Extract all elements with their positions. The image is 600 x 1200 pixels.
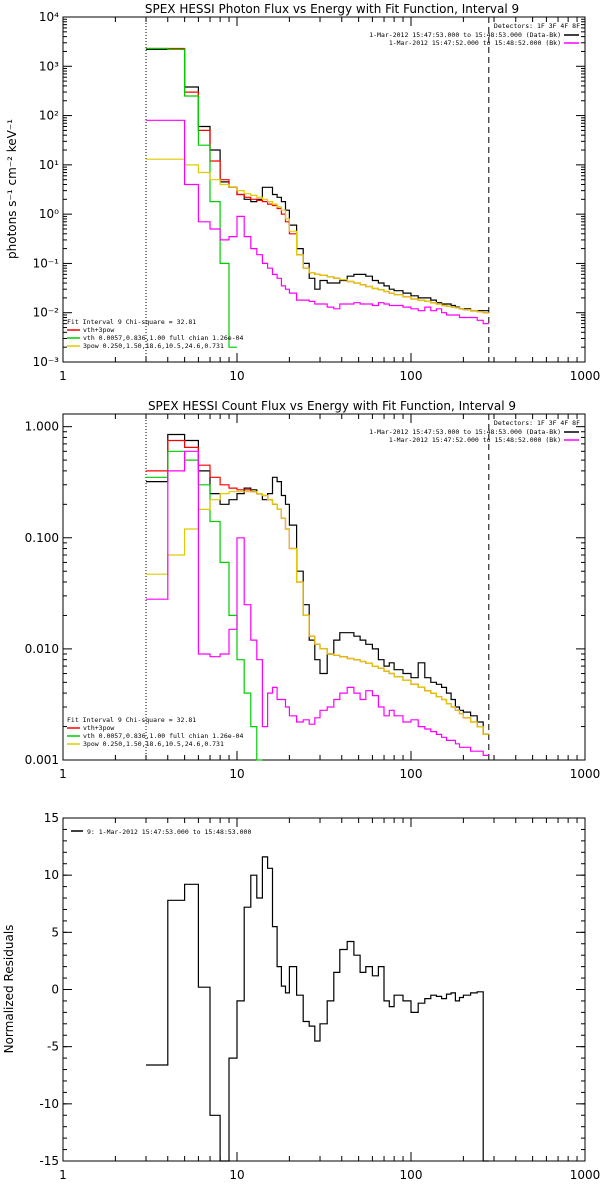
y-tick-label: 10¹ [39,158,59,172]
fit-legend-label: vth+3pow [83,724,114,732]
x-tick-label: 1 [59,767,67,781]
photon-fit-legend: Fit Interval 9 Chi-square = 32.81vth+3po… [67,318,244,350]
series-3pow [146,491,489,735]
y-tick-label: 10⁴ [39,10,59,24]
x-tick-label: 1000 [570,1168,600,1182]
y-tick-label: 10² [39,109,59,123]
fit-legend-label: vth 0.0057,0.836,1.00 full chian 1.26e-0… [83,732,244,740]
photon-vlines [145,17,490,362]
series-bk [146,119,489,325]
residuals-y-label: Normalized Residuals [2,925,16,1054]
legend-label: 1-Mar-2012 15:47:53.000 to 15:48:53.000 … [369,31,561,39]
photon-flux-panel: SPEX HESSI Photon Flux vs Energy with Fi… [5,2,600,383]
y-tick-label: -10 [39,1097,59,1111]
y-tick-label: 0.010 [25,642,59,656]
residuals-plot-frame [62,817,586,1162]
photon-panel-title: SPEX HESSI Photon Flux vs Energy with Fi… [145,2,519,16]
y-tick-label: 0.001 [25,753,59,767]
x-tick-label: 10 [229,767,244,781]
x-tick-label: 100 [400,767,423,781]
fit-legend-label: vth+3pow [83,326,114,334]
y-tick-label: 10⁻³ [33,355,60,369]
count-flux-panel: SPEX HESSI Count Flux vs Energy with Fit… [25,399,600,781]
legend-header: Detectors: 1F 3F 4F 8F [494,419,580,427]
count-series [146,433,489,761]
legend-header: Detectors: 1F 3F 4F 8F [494,22,580,30]
legend-label: 9: 1-Mar-2012 15:47:53.000 to 15:48:53.0… [87,828,251,836]
count-legend: Detectors: 1F 3F 4F 8F1-Mar-2012 15:47:5… [369,419,580,444]
legend-label: 1-Mar-2012 15:47:52.000 to 15:48:52.000 … [389,39,561,47]
y-tick-label: 10⁻² [33,306,60,320]
x-tick-label: 10 [229,1168,244,1182]
legend-label: 1-Mar-2012 15:47:53.000 to 15:48:53.000 … [369,428,561,436]
series-3pow [146,158,489,314]
x-tick-label: 100 [400,1168,423,1182]
photon-y-label: photons s⁻¹ cm⁻² keV⁻¹ [5,119,19,259]
x-tick-label: 1 [59,1168,67,1182]
residuals-panel: Normalized Residuals 1 10 100 1000 15 10 5 0 -5 -… [2,811,600,1182]
fit-legend-label: Fit Interval 9 Chi-square = 32.81 [67,716,196,724]
series-data-bk [146,433,489,735]
y-tick-label: -15 [39,1154,59,1168]
count-plot-frame [62,413,586,761]
photon-legend: Detectors: 1F 3F 4F 8F1-Mar-2012 15:47:5… [369,22,580,47]
count-fit-legend: Fit Interval 9 Chi-square = 32.81vth+3po… [67,716,244,748]
x-tick-label: 1000 [570,767,600,781]
y-tick-label: 10⁰ [39,207,59,221]
residuals-series [146,856,489,1162]
fit-legend-label: 3pow 0.250,1.50,18.6,10.5,24.6,0.731 [83,740,224,748]
y-tick-label: 10⁻¹ [33,256,60,270]
series-bk [146,450,489,756]
x-tick-label: 1000 [570,369,600,383]
y-tick-label: 10³ [39,59,59,73]
x-tick-label: 1 [59,369,67,383]
residuals-axes: 1 10 100 1000 15 10 5 0 -5 -10 -15 [39,811,600,1182]
y-tick-label: 10 [44,868,59,882]
fit-legend-label: vth 0.0057,0.836,1.00 full chian 1.26e-0… [83,334,244,342]
count-panel-title: SPEX HESSI Count Flux vs Energy with Fit… [148,399,516,413]
x-tick-label: 10 [229,369,244,383]
series-vth-3pow [146,439,489,735]
fit-legend-label: Fit Interval 9 Chi-square = 32.81 [67,318,196,326]
count-vlines [145,414,490,760]
series-residuals [146,856,489,1162]
y-tick-label: 1.000 [25,420,59,434]
y-tick-label: 15 [44,811,59,825]
legend-label: 1-Mar-2012 15:47:52.000 to 15:48:52.000 … [389,436,561,444]
photon-axes: 1 10 100 1000 10³ 10² 10¹ 10⁰ 10⁻¹ 10⁻² 10⁻³ 10⁴ [33,10,600,383]
y-tick-label: 0.100 [25,531,59,545]
residuals-legend: 9: 1-Mar-2012 15:47:53.000 to 15:48:53.0… [71,828,251,836]
series-vth [146,47,237,348]
x-tick-label: 100 [400,369,423,383]
y-tick-label: 5 [51,925,59,939]
series-vth [146,450,263,761]
photon-series [146,47,489,348]
fit-legend-label: 3pow 0.250,1.50,18.6,10.5,24.6,0.731 [83,342,224,350]
count-axes: 1 10 100 1000 1.000 0.100 0.010 0.001 [25,414,600,781]
y-tick-label: 0 [51,983,59,997]
series-vth-3pow [146,47,489,314]
y-tick-label: -5 [47,1040,59,1054]
series-data-bk [146,48,489,312]
photon-plot-frame [62,16,586,363]
